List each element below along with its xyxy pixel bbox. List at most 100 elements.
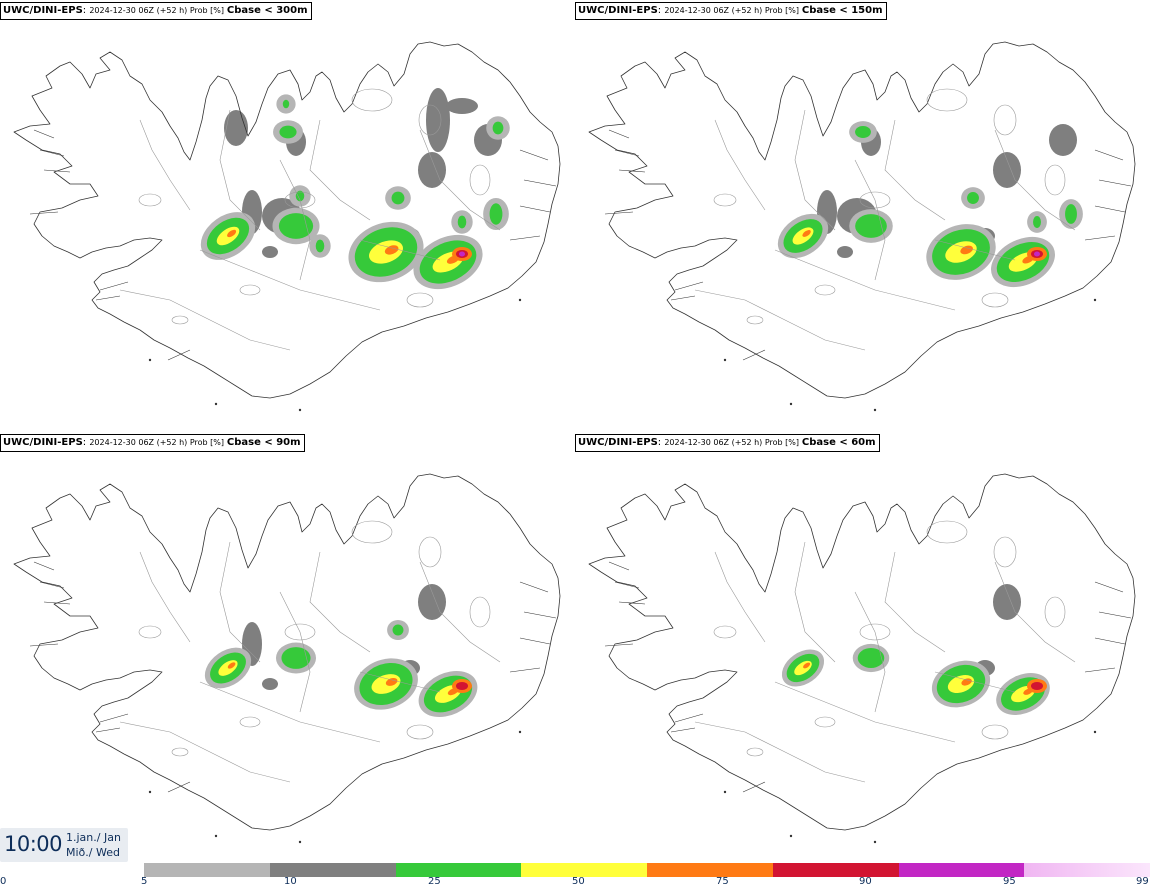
island <box>148 790 152 794</box>
probability-area <box>200 212 256 260</box>
probability-area-gray <box>224 110 248 146</box>
probability-area <box>931 660 991 708</box>
contour-line <box>139 551 191 643</box>
contour-line <box>934 671 1016 693</box>
probability-area <box>852 643 890 673</box>
contour-line <box>934 239 1016 261</box>
contour-line <box>694 721 866 783</box>
fjord-lines <box>29 561 557 793</box>
probability-area <box>1027 211 1047 233</box>
glacier-outline <box>981 292 1009 308</box>
run-info: 2024-12-30 06Z (+52 h) Prob [%] <box>89 438 225 447</box>
glacier-outline <box>406 292 434 308</box>
contour-line <box>794 109 836 231</box>
colorbar-tick-label: 50 <box>572 876 585 887</box>
glacier-outline <box>418 536 442 568</box>
contour-line <box>219 109 261 231</box>
glacier-outline <box>351 520 393 544</box>
coastline <box>588 41 1136 399</box>
probability-area <box>1059 199 1083 229</box>
colorbar-tick-label: 25 <box>428 876 441 887</box>
glacier-outline <box>469 164 491 196</box>
contour-line <box>994 129 1076 231</box>
contour-line <box>219 541 261 663</box>
probability-area <box>273 120 303 144</box>
field-name: Cbase < 60m <box>801 437 876 448</box>
glacier-outline <box>351 88 393 112</box>
colorbar-tick-label: 5 <box>141 876 148 887</box>
probability-area <box>289 185 311 207</box>
probability-area <box>483 197 509 231</box>
island <box>214 402 218 406</box>
island <box>873 840 877 844</box>
probability-area-gray <box>418 584 446 620</box>
island <box>723 790 727 794</box>
probability-area-gray <box>426 88 450 152</box>
fjord-lines <box>604 561 1132 793</box>
island <box>723 358 727 362</box>
probability-area <box>849 121 877 143</box>
contour-line <box>884 119 946 221</box>
probability-area-gray <box>418 152 446 188</box>
colorbar-tick-label: 75 <box>716 876 729 887</box>
colorbar-tick-label: 95 <box>1003 876 1016 887</box>
probability-area-gray <box>262 246 278 258</box>
field-name: Cbase < 300m <box>226 5 308 16</box>
glacier-outline <box>713 625 737 639</box>
probability-area <box>385 186 411 210</box>
colorbar-segment <box>144 863 270 877</box>
colorbar-tick-label: 0 <box>0 876 7 887</box>
contour-line <box>199 249 381 311</box>
iceland-map <box>588 473 1136 844</box>
glacier-outline <box>993 104 1017 136</box>
colorbar-tick-label: 99 <box>1136 876 1149 887</box>
valid-date: 1.jan./ Jan <box>66 831 121 844</box>
probability-area-gray <box>993 584 1021 620</box>
colorbar-segment <box>395 863 522 877</box>
probability-area-gray <box>837 246 853 258</box>
iceland-map <box>13 473 561 844</box>
probability-area <box>272 207 320 245</box>
island <box>518 298 522 302</box>
fjord-lines <box>29 129 557 361</box>
probability-area-gray <box>993 152 1021 188</box>
panel-title: UWC/DINI-EPS: 2024-12-30 06Z (+52 h) Pro… <box>575 2 887 20</box>
glacier-outline <box>1044 596 1066 628</box>
probability-area <box>777 213 829 259</box>
colorbar-segment <box>1024 863 1150 877</box>
iceland-map <box>13 41 561 412</box>
contour-line <box>119 721 291 783</box>
probability-area <box>354 658 418 710</box>
contour-line <box>279 159 311 281</box>
contour-line <box>309 551 371 653</box>
probability-area <box>204 647 252 689</box>
glacier-outline <box>469 596 491 628</box>
contour-line <box>139 119 191 211</box>
valid-time-clock: 10:00 <box>4 832 63 856</box>
contour-line <box>119 289 291 351</box>
glacier-outline <box>713 193 737 207</box>
island <box>298 840 302 844</box>
contour-line <box>794 541 836 663</box>
map-panel-cbase-90: UWC/DINI-EPS: 2024-12-30 06Z (+52 h) Pro… <box>0 432 575 864</box>
colorbar-segment <box>647 863 773 877</box>
map-panel-cbase-300: UWC/DINI-EPS: 2024-12-30 06Z (+52 h) Pro… <box>0 0 575 432</box>
contour-line <box>359 671 441 693</box>
colorbar-tick-label: 10 <box>284 876 297 887</box>
glacier-outline <box>239 716 261 728</box>
contour-line <box>694 289 866 351</box>
colorbar-tick-label: 90 <box>859 876 872 887</box>
island <box>1093 298 1097 302</box>
contour-line <box>714 551 766 643</box>
probability-hotspot <box>452 679 472 693</box>
field-name: Cbase < 150m <box>801 5 883 16</box>
probability-area-gray <box>446 98 478 114</box>
contour-line <box>419 561 501 663</box>
glacier-outline <box>284 191 316 209</box>
glacier-outline <box>746 315 764 325</box>
contour-line <box>309 119 371 221</box>
island <box>789 402 793 406</box>
glacier-outline <box>859 623 891 641</box>
glacier-outline <box>993 536 1017 568</box>
probability-area <box>451 210 473 234</box>
